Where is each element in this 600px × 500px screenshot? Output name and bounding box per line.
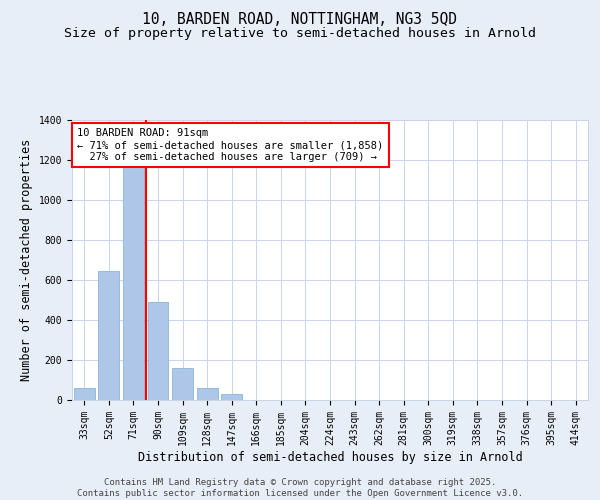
Y-axis label: Number of semi-detached properties: Number of semi-detached properties <box>20 139 33 381</box>
Bar <box>148 302 169 400</box>
Bar <box>74 388 95 400</box>
Bar <box>123 146 144 400</box>
Text: 10, BARDEN ROAD, NOTTINGHAM, NG3 5QD: 10, BARDEN ROAD, NOTTINGHAM, NG3 5QD <box>143 12 458 28</box>
Bar <box>98 271 119 400</box>
Bar <box>197 388 218 400</box>
X-axis label: Distribution of semi-detached houses by size in Arnold: Distribution of semi-detached houses by … <box>137 450 523 464</box>
Text: Contains HM Land Registry data © Crown copyright and database right 2025.
Contai: Contains HM Land Registry data © Crown c… <box>77 478 523 498</box>
Text: 10 BARDEN ROAD: 91sqm
← 71% of semi-detached houses are smaller (1,858)
  27% of: 10 BARDEN ROAD: 91sqm ← 71% of semi-deta… <box>77 128 383 162</box>
Bar <box>172 368 193 400</box>
Text: Size of property relative to semi-detached houses in Arnold: Size of property relative to semi-detach… <box>64 28 536 40</box>
Bar <box>221 394 242 400</box>
